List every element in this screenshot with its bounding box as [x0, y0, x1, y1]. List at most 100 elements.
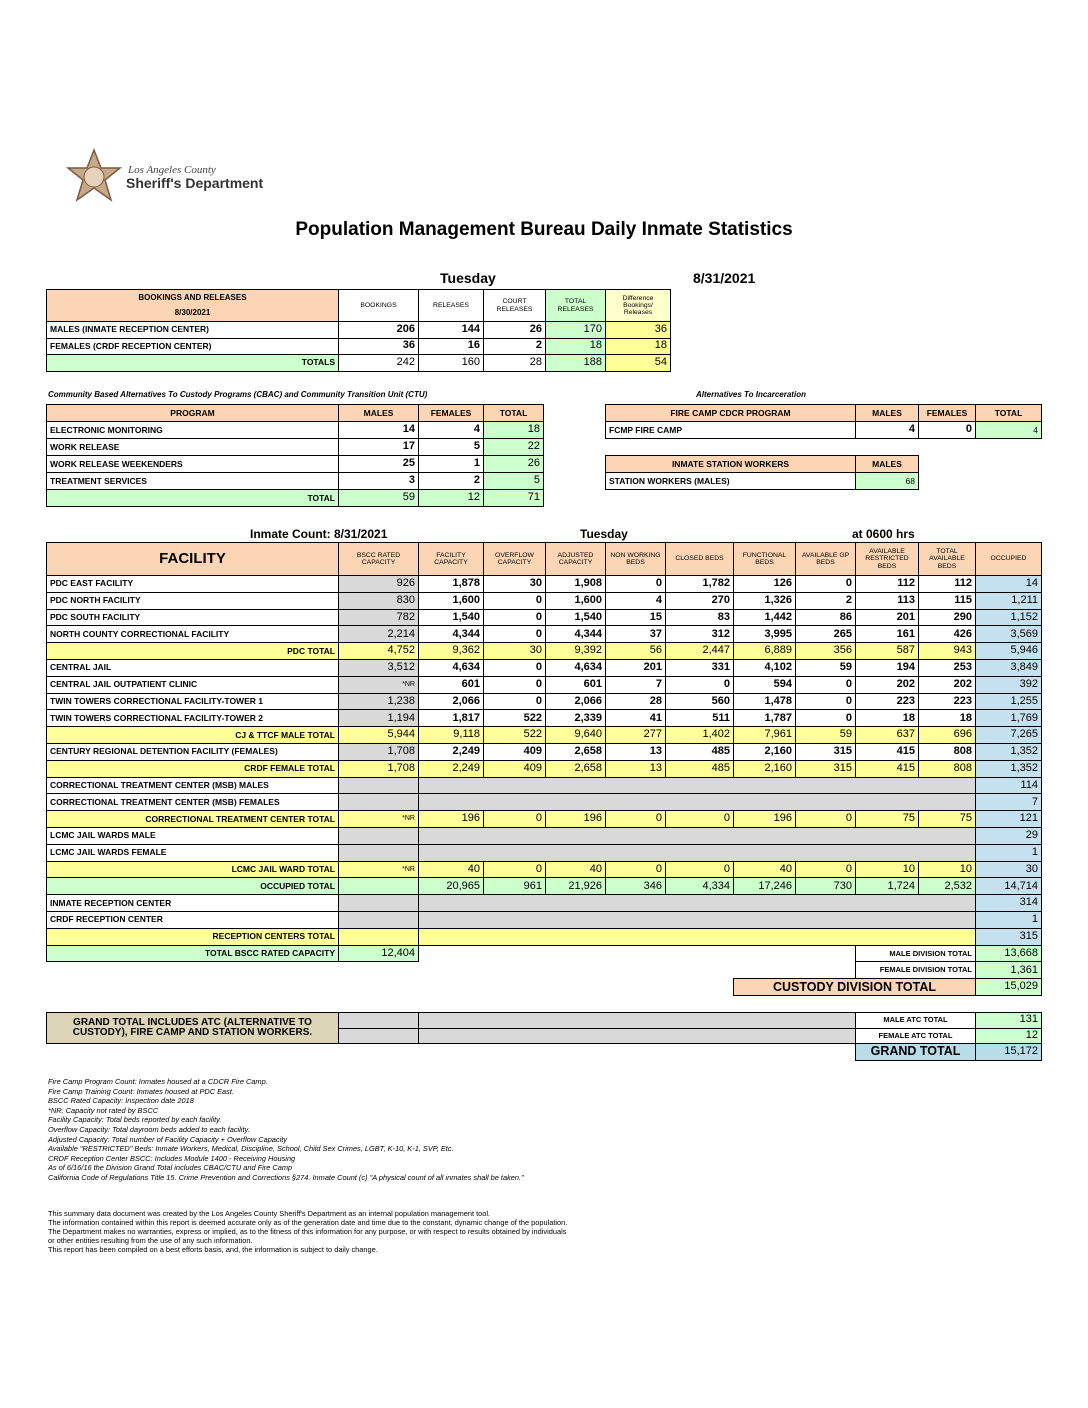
empty-cell [338, 877, 419, 896]
value-cell: 4 [855, 421, 919, 439]
value-cell: 223 [855, 692, 919, 711]
value-cell: 5 [483, 472, 544, 490]
occupied-cell: 5,946 [975, 642, 1042, 660]
value-cell: 9,392 [545, 642, 606, 660]
value-cell: 59 [338, 489, 419, 507]
value-cell: 0 [483, 860, 546, 879]
empty-cell [338, 843, 419, 862]
value-cell: 290 [918, 608, 976, 627]
value-cell: 10 [918, 860, 976, 879]
value-cell: 2,658 [545, 759, 606, 778]
value-cell: 196 [418, 810, 484, 828]
column-header: FEMALES [418, 404, 484, 422]
facility-label: CORRECTIONAL TREATMENT CENTER TOTAL [46, 810, 339, 828]
value-cell: 0 [795, 675, 856, 694]
empty-cell [338, 793, 419, 812]
inmate-count-day: Tuesday [580, 527, 628, 541]
disclaimer-line: The Department makes no warranties, expr… [48, 1227, 567, 1236]
division-label: FEMALE DIVISION TOTAL [855, 961, 976, 980]
value-cell: 0 [665, 675, 734, 694]
value-cell: 601 [545, 675, 606, 694]
column-header: OVERFLOW CAPACITY [483, 542, 546, 576]
facility-label: PDC SOUTH FACILITY [46, 608, 339, 627]
value-cell: 9,640 [545, 726, 606, 744]
value-cell: 28 [605, 692, 666, 711]
value-cell: 22 [483, 438, 544, 456]
value-cell: 808 [918, 759, 976, 778]
row-label: TOTAL [46, 489, 339, 507]
occupied-cell: 7 [975, 793, 1042, 812]
badge-logo [65, 148, 123, 202]
bscc-cell: 4,752 [338, 642, 419, 660]
value-cell: 30 [483, 575, 546, 593]
value-cell: 587 [855, 642, 919, 660]
value-cell: 68 [855, 472, 919, 490]
facility-label: PDC TOTAL [46, 642, 339, 660]
value-cell: 1,600 [418, 591, 484, 610]
facility-label: LCMC JAIL WARDS MALE [46, 827, 339, 845]
empty-cell [338, 927, 419, 946]
row-label: MALES (INMATE RECEPTION CENTER) [46, 321, 339, 339]
row-label: WORK RELEASE [46, 438, 339, 456]
value-cell: 0 [605, 575, 666, 593]
row-label: TREATMENT SERVICES [46, 472, 339, 490]
value-cell: 0 [483, 608, 546, 627]
facility-label: TWIN TOWERS CORRECTIONAL FACILITY-TOWER … [46, 709, 339, 728]
value-cell: 2,160 [733, 759, 796, 778]
facility-label: TWIN TOWERS CORRECTIONAL FACILITY-TOWER … [46, 692, 339, 711]
value-cell: 75 [855, 810, 919, 828]
value-cell: 0 [665, 860, 734, 879]
value-cell: 2,066 [545, 692, 606, 711]
occupied-cell: 315 [975, 927, 1042, 946]
value-cell: 4 [418, 421, 484, 439]
column-header: FACILITY [46, 542, 339, 576]
bscc-cell: 782 [338, 608, 419, 627]
custody-value: 15,029 [975, 978, 1042, 996]
value-cell: 113 [855, 591, 919, 610]
value-cell: 4,344 [545, 625, 606, 644]
value-cell: 9,362 [418, 642, 484, 660]
value-cell: 270 [665, 591, 734, 610]
column-header: CLOSED BEDS [665, 542, 734, 576]
value-cell: 10 [855, 860, 919, 879]
value-cell: 1,817 [418, 709, 484, 728]
bscc-cell: 2,214 [338, 625, 419, 644]
value-cell: 2,447 [665, 642, 734, 660]
summary-label: TOTAL BSCC RATED CAPACITY [46, 944, 339, 963]
value-cell: 206 [338, 321, 419, 339]
footnote: Overflow Capacity: Total dayroom beds ad… [48, 1125, 250, 1134]
bscc-cell: 1,708 [338, 759, 419, 778]
bscc-cell: 5,944 [338, 726, 419, 744]
value-cell: 1,326 [733, 591, 796, 610]
alternatives-caption: Alternatives To Incarceration [696, 390, 806, 399]
agency-line2: Sheriff's Department [126, 175, 264, 191]
value-cell: 2,066 [418, 692, 484, 711]
value-cell: 196 [545, 810, 606, 828]
facility-label: CRDF RECEPTION CENTER [46, 911, 339, 929]
value-cell: 730 [795, 877, 856, 896]
footnote: BSCC Rated Capacity: Inspection date 201… [48, 1096, 194, 1106]
column-header: AVAILABLE RESTRICTED BEDS [855, 542, 919, 576]
facility-label: INMATE RECEPTION CENTER [46, 894, 339, 912]
occupied-cell: 1,769 [975, 709, 1042, 728]
empty-span [418, 1027, 856, 1044]
atc-label: FEMALE ATC TOTAL [855, 1027, 976, 1044]
empty-span [418, 793, 976, 812]
column-header: RELEASES [418, 289, 484, 322]
value-cell: 0 [483, 591, 546, 610]
value-cell: 1,724 [855, 877, 919, 896]
value-cell: 0 [483, 692, 546, 711]
value-cell: 36 [605, 321, 671, 339]
value-cell: 943 [918, 642, 976, 660]
division-value: 1,361 [975, 961, 1042, 980]
value-cell: 1,878 [418, 575, 484, 593]
column-header: MALES [338, 404, 419, 422]
occupied-cell: 29 [975, 827, 1042, 845]
value-cell: 253 [918, 659, 976, 677]
value-cell: 522 [483, 709, 546, 728]
value-cell: 312 [665, 625, 734, 644]
inmate-count-label: Inmate Count: 8/31/2021 [250, 527, 388, 541]
value-cell: 315 [795, 759, 856, 778]
bookings-date: 8/30/2021 [174, 307, 211, 317]
